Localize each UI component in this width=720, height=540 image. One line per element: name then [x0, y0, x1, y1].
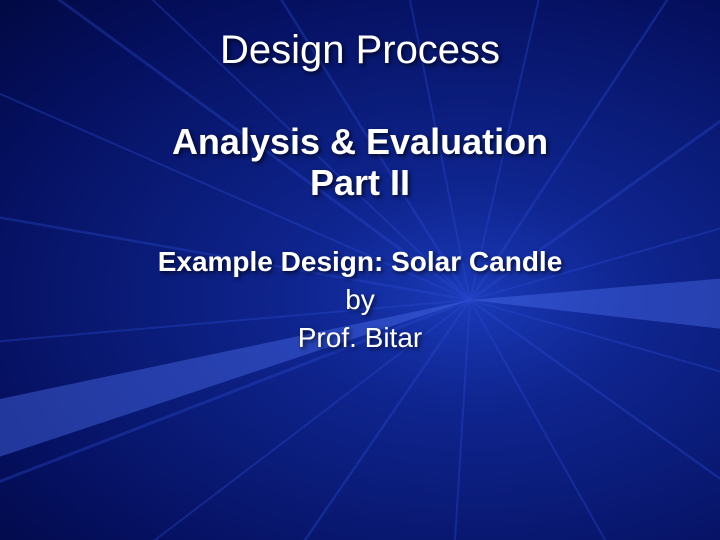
presentation-slide: Design Process Analysis & Evaluation Par… — [0, 0, 720, 540]
by-text: by — [345, 284, 375, 316]
subtitle-line-2: Part II — [172, 162, 548, 203]
slide-subtitle: Analysis & Evaluation Part II — [172, 121, 548, 204]
subtitle-line-1: Analysis & Evaluation — [172, 121, 548, 162]
author-text: Prof. Bitar — [298, 322, 422, 354]
slide-title: Design Process — [220, 28, 500, 73]
example-design-text: Example Design: Solar Candle — [158, 246, 563, 278]
